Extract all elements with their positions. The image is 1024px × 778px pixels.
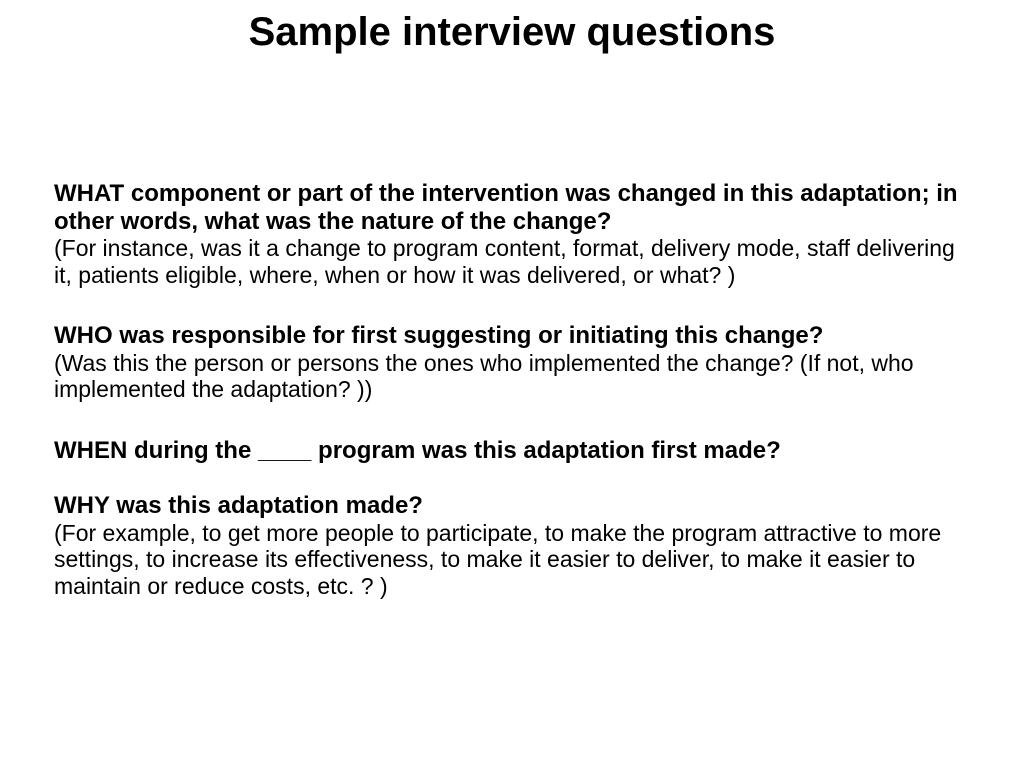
slide-title: Sample interview questions [0, 10, 1024, 55]
question-detail-what: (For instance, was it a change to progra… [54, 235, 970, 288]
question-block: WHEN during the ____ program was this ad… [54, 437, 970, 465]
question-heading-when: WHEN during the ____ program was this ad… [54, 437, 970, 465]
question-block: WHAT component or part of the interventi… [54, 180, 970, 288]
slide-body: WHAT component or part of the interventi… [54, 180, 970, 633]
slide: Sample interview questions WHAT componen… [0, 10, 1024, 778]
question-block: WHY was this adaptation made? (For examp… [54, 492, 970, 599]
question-detail-why: (For example, to get more people to part… [54, 520, 970, 599]
question-detail-who: (Was this the person or persons the ones… [54, 350, 970, 403]
question-heading-who: WHO was responsible for first suggesting… [54, 322, 970, 350]
question-heading-what: WHAT component or part of the interventi… [54, 180, 970, 235]
question-block: WHO was responsible for first suggesting… [54, 322, 970, 402]
question-heading-why: WHY was this adaptation made? [54, 492, 970, 520]
